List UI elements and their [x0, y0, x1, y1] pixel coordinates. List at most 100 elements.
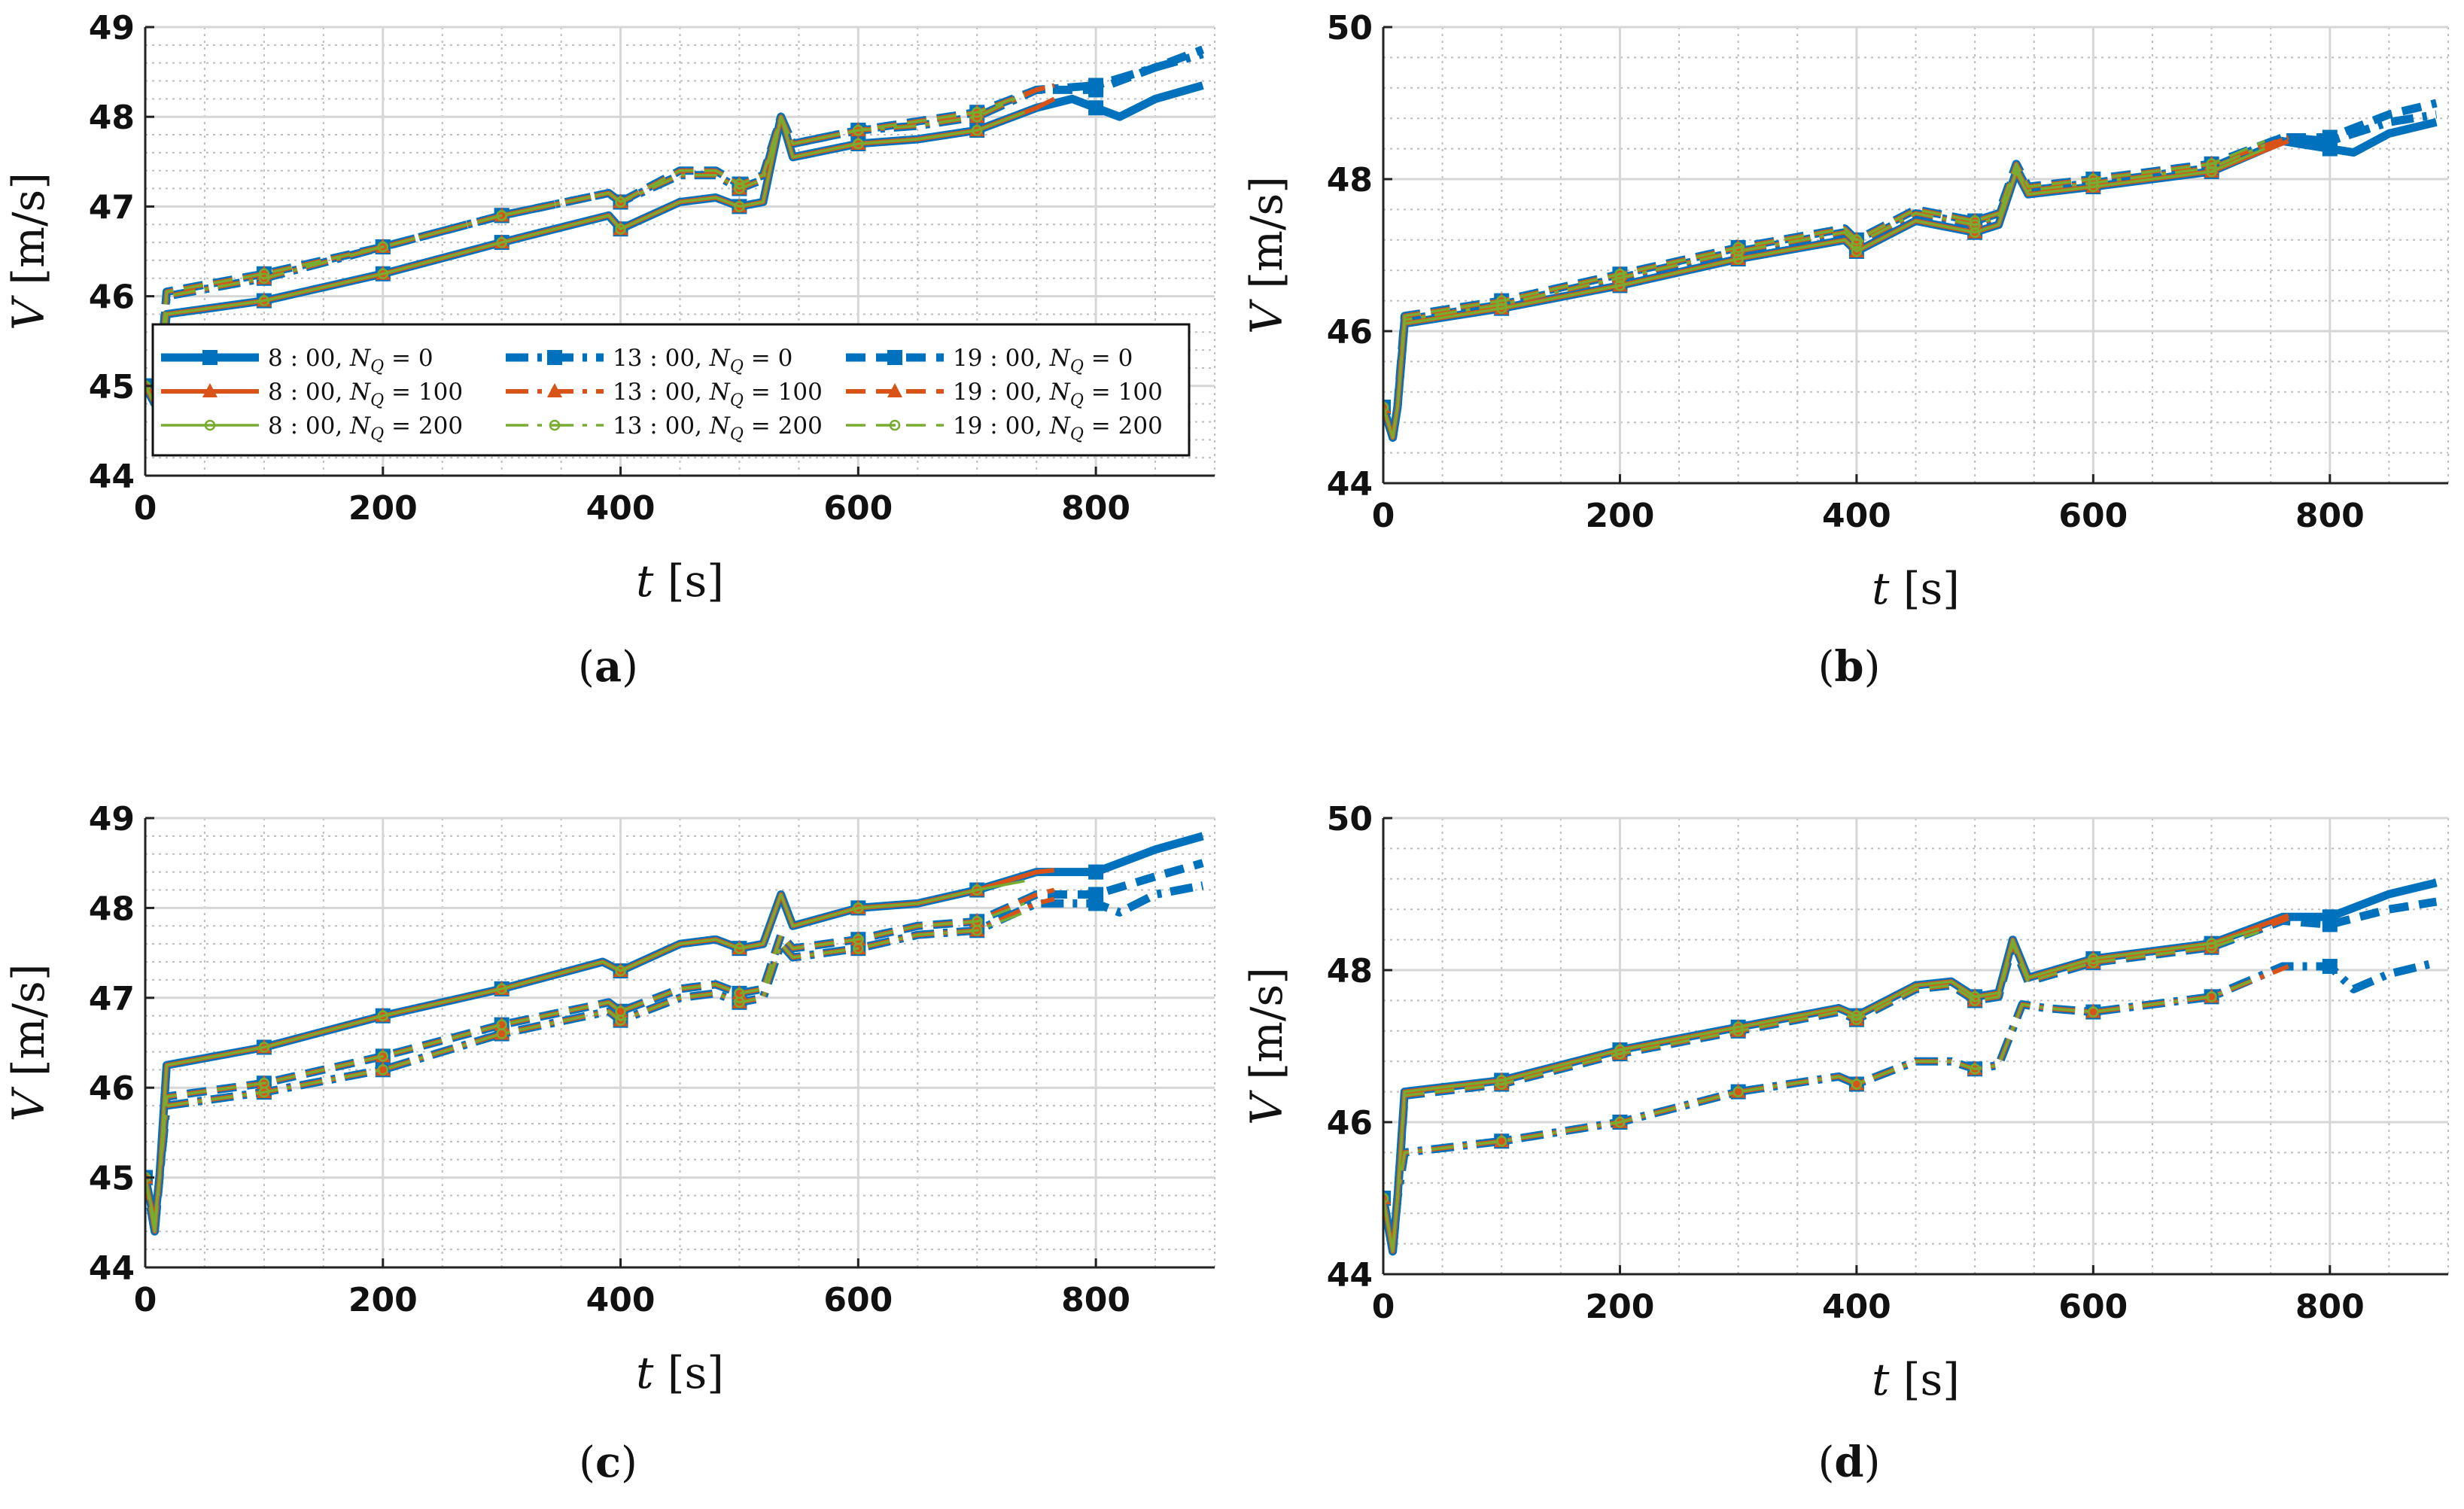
- marker-circle: [258, 1042, 270, 1053]
- x-axis-label: t [s]: [1872, 1354, 1960, 1405]
- x-tick-label: 400: [586, 489, 656, 528]
- marker-square: [1088, 864, 1104, 880]
- y-tick-label: 49: [89, 800, 135, 838]
- marker-circle: [1969, 1063, 1981, 1075]
- marker-circle: [1732, 253, 1744, 265]
- legend-entry-4: 13 : 00, NQ = 100: [506, 379, 823, 410]
- marker-circle: [853, 902, 864, 914]
- marker-circle: [1851, 245, 1863, 257]
- marker-circle: [615, 196, 626, 208]
- marker-circle: [1495, 303, 1507, 314]
- legend-entry-3: 8 : 00, NQ = 100: [161, 379, 463, 410]
- marker-circle: [258, 295, 270, 306]
- marker-circle: [734, 987, 745, 999]
- y-tick-label: 46: [1327, 1104, 1373, 1142]
- y-tick-label: 44: [89, 458, 135, 496]
- series-line-8: [1383, 139, 2265, 440]
- x-tick-label: 600: [2058, 1288, 2128, 1326]
- marker-circle: [615, 1005, 626, 1017]
- marker-circle: [1732, 1086, 1744, 1097]
- chart-panel-c: 0 200 400 600 800 44 45 46 47 48 49 t [s] V [m/s] (c): [3, 800, 1215, 1487]
- x-tick-label: 400: [1822, 1288, 1891, 1326]
- y-tick-label: 44: [1327, 465, 1373, 504]
- series-line-6: [145, 111, 1026, 406]
- x-tick-label: 200: [1586, 497, 1655, 535]
- marker-circle: [496, 983, 507, 995]
- x-tick-label: 0: [1372, 1288, 1395, 1326]
- series-line-6: [1383, 147, 2265, 440]
- y-axis-label: V [m/s]: [3, 964, 54, 1122]
- marker-circle: [1851, 234, 1863, 246]
- panels-layer: 0 200 400 600 800 44 45 46 47 48 49 t [s] V [m/s] (a)…: [3, 9, 2449, 1487]
- marker-square: [2322, 917, 2338, 932]
- marker-circle: [1383, 401, 1389, 413]
- marker-circle: [377, 241, 389, 253]
- marker-circle: [2206, 158, 2217, 170]
- marker-circle: [258, 1077, 270, 1089]
- marker-circle: [1969, 215, 1981, 227]
- y-tick-label: 48: [1327, 161, 1373, 199]
- legend-marker-triangle: [202, 383, 218, 397]
- x-tick-label: 800: [2295, 497, 2365, 535]
- marker-circle: [496, 236, 507, 248]
- legend-marker-circle: [889, 419, 901, 431]
- marker-circle: [1383, 1192, 1389, 1204]
- marker-circle: [971, 916, 983, 927]
- marker-circle: [853, 138, 864, 150]
- legend-label-5: 19 : 00, NQ = 100: [953, 379, 1163, 410]
- legend-label-8: 19 : 00, NQ = 200: [953, 412, 1163, 444]
- series-layer: [145, 832, 1204, 1236]
- series-layer: [1383, 878, 2438, 1256]
- marker-circle: [258, 268, 270, 280]
- x-tick-label: 400: [586, 1281, 656, 1319]
- legend-entry-7: 13 : 00, NQ = 200: [506, 412, 823, 444]
- marker-square: [2322, 958, 2338, 974]
- legend-label-1: 13 : 00, NQ = 0: [613, 345, 792, 376]
- legend-label-4: 13 : 00, NQ = 100: [613, 379, 823, 410]
- marker-circle: [971, 106, 983, 118]
- legend-entry-5: 19 : 00, NQ = 100: [846, 379, 1163, 410]
- y-tick-label: 45: [89, 368, 135, 406]
- marker-circle: [2088, 1006, 2099, 1018]
- marker-circle: [2088, 957, 2099, 969]
- marker-circle: [734, 942, 745, 954]
- x-axis-label: t [s]: [636, 555, 724, 607]
- y-tick-label: 48: [1327, 952, 1373, 990]
- marker-circle: [1969, 227, 1981, 238]
- marker-square: [1088, 887, 1104, 902]
- panel-label: (d): [1818, 1438, 1881, 1487]
- legend-marker-square: [547, 350, 562, 365]
- chart-panel-d: 0 200 400 600 800 44 46 48 50 t [s] V [m/s] (d): [1241, 800, 2449, 1487]
- legend-entry-2: 19 : 00, NQ = 0: [846, 345, 1133, 376]
- marker-circle: [2206, 942, 2217, 953]
- marker-circle: [1851, 1014, 1863, 1025]
- marker-circle: [496, 1019, 507, 1030]
- series-line-7: [1383, 143, 2265, 440]
- legend-marker-square: [202, 350, 218, 365]
- marker-square: [1088, 82, 1104, 98]
- series-line-7: [1383, 976, 2260, 1253]
- y-tick-label: 45: [89, 1160, 135, 1198]
- y-tick-label: 50: [1327, 800, 1373, 838]
- y-tick-label: 46: [1327, 313, 1373, 351]
- legend-entry-0: 8 : 00, NQ = 0: [161, 345, 433, 376]
- marker-circle: [615, 965, 626, 977]
- legend-entry-6: 8 : 00, NQ = 200: [161, 412, 463, 444]
- marker-circle: [1614, 269, 1626, 280]
- x-tick-label: 400: [1822, 497, 1891, 535]
- x-tick-label: 200: [348, 1281, 418, 1319]
- x-tick-label: 600: [823, 1281, 893, 1319]
- x-tick-label: 0: [1372, 497, 1395, 535]
- marker-circle: [1969, 219, 1981, 230]
- legend-label-3: 8 : 00, NQ = 100: [268, 379, 463, 410]
- series-line-8: [145, 93, 1026, 406]
- marker-circle: [377, 1064, 389, 1075]
- marker-square: [1088, 100, 1104, 116]
- marker-circle: [1614, 1048, 1626, 1060]
- marker-circle: [1614, 280, 1626, 291]
- y-axis-label: V [m/s]: [3, 172, 54, 330]
- x-tick-label: 600: [2058, 497, 2128, 535]
- marker-circle: [258, 272, 270, 284]
- marker-circle: [615, 223, 626, 235]
- y-axis-label: V [m/s]: [1241, 967, 1292, 1125]
